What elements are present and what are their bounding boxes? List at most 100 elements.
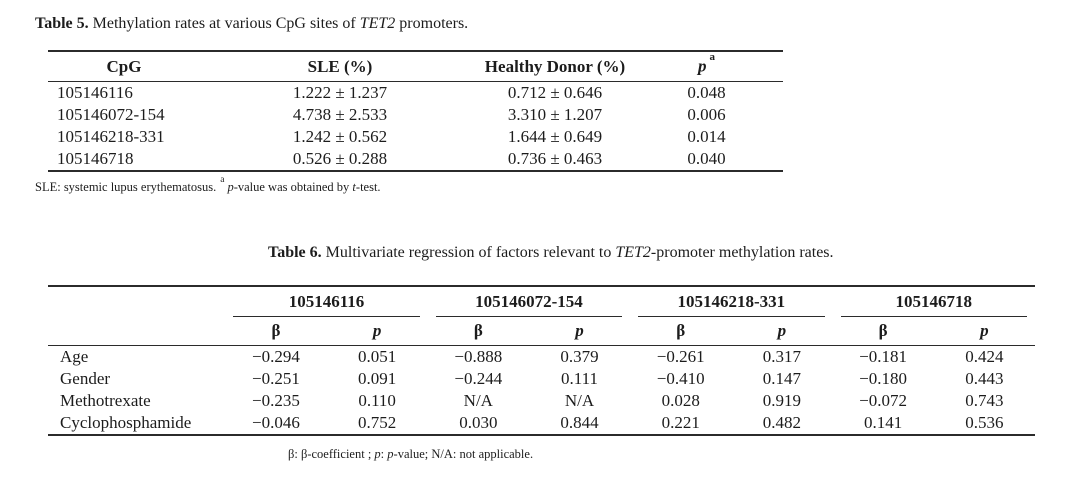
cell-p: 0.014 bbox=[687, 127, 726, 146]
cell-cpg: 105146072-154 bbox=[57, 105, 165, 124]
cell-p: 0.536 bbox=[965, 413, 1004, 432]
table5-caption: Table 5. Methylation rates at various Cp… bbox=[35, 13, 468, 34]
cell-p: 0.317 bbox=[762, 347, 802, 366]
table5-caption-text: Methylation rates at various CpG sites o… bbox=[88, 15, 360, 32]
cell-p: 0.379 bbox=[560, 347, 599, 366]
table6-caption-text: Multivariate regression of factors relev… bbox=[321, 244, 616, 261]
group-header-label: 105146718 bbox=[840, 292, 1027, 317]
p-symbol: p bbox=[575, 321, 584, 340]
cell-cpg: 105146218-331 bbox=[57, 127, 165, 146]
cell-p: 0.111 bbox=[561, 369, 598, 388]
cell-sle: 0.526 ± 0.288 bbox=[292, 149, 388, 168]
cell-p: 0.482 bbox=[762, 413, 802, 432]
cell-sle: 1.242 ± 0.562 bbox=[292, 127, 388, 146]
group-header-label: 105146116 bbox=[233, 292, 420, 317]
group-header: 105146718 bbox=[833, 286, 1036, 317]
group-header: 105146072-154 bbox=[428, 286, 630, 317]
cell-healthy: 3.310 ± 1.207 bbox=[507, 105, 603, 124]
cell-cpg: 105146116 bbox=[57, 83, 133, 102]
cell-p: 0.919 bbox=[762, 391, 802, 410]
cell-beta: 0.221 bbox=[661, 413, 700, 432]
footnote-text: -test. bbox=[355, 180, 381, 195]
cell-beta: −0.235 bbox=[252, 391, 300, 410]
cell-p: 0.110 bbox=[358, 391, 396, 410]
p-symbol: p bbox=[777, 321, 787, 340]
table6-row: Methotrexate −0.235 0.110 N/A N/A 0.028 … bbox=[48, 390, 1035, 412]
cell-p: 0.443 bbox=[965, 369, 1004, 388]
table5-row: 105146218-331 1.242 ± 0.562 1.644 ± 0.64… bbox=[48, 126, 783, 148]
cell-p: 0.743 bbox=[965, 391, 1004, 410]
cell-sle: 4.738 ± 2.533 bbox=[292, 105, 388, 124]
table5-row: 105146718 0.526 ± 0.288 0.736 ± 0.463 0.… bbox=[48, 148, 783, 171]
p-header: p bbox=[528, 317, 631, 346]
table5-row: 105146116 1.222 ± 1.237 0.712 ± 0.646 0.… bbox=[48, 82, 783, 105]
footnote-text: -value; N/A: not applicable. bbox=[393, 447, 534, 461]
cell-beta: −0.046 bbox=[252, 413, 300, 432]
group-header: 105146116 bbox=[225, 286, 427, 317]
table6-row: Gender −0.251 0.091 −0.244 0.111 −0.410 … bbox=[48, 368, 1035, 390]
table5-header-p-symbol: p bbox=[698, 56, 707, 76]
footnote-text: : bbox=[380, 447, 388, 461]
cell-sle: 1.222 ± 1.237 bbox=[292, 83, 388, 102]
cell-beta: −0.072 bbox=[859, 391, 908, 410]
p-header: p bbox=[326, 317, 428, 346]
table5-caption-label: Table 5. bbox=[35, 15, 89, 32]
cell-p: 0.844 bbox=[560, 413, 599, 432]
cell-p: 0.040 bbox=[687, 149, 726, 168]
cell-p: 0.147 bbox=[762, 369, 802, 388]
table5-row: 105146072-154 4.738 ± 2.533 3.310 ± 1.20… bbox=[48, 104, 783, 126]
cell-beta: 0.030 bbox=[459, 413, 498, 432]
table5-caption-gene: TET2 bbox=[359, 15, 396, 32]
footnote-p: p bbox=[227, 180, 234, 195]
corner-cell bbox=[48, 286, 225, 317]
table6-caption: Table 6. Multivariate regression of fact… bbox=[268, 242, 834, 263]
cell-beta: −0.261 bbox=[656, 347, 705, 366]
cell-cpg: 105146718 bbox=[57, 149, 134, 168]
table6-caption-gene: TET2 bbox=[615, 244, 651, 261]
table6-row: Age −0.294 0.051 −0.888 0.379 −0.261 0.3… bbox=[48, 346, 1035, 369]
cell-beta: N/A bbox=[463, 391, 493, 410]
footnote-sup-a: a bbox=[220, 175, 225, 185]
table5-footnote: SLE: systemic lupus erythematosus.ap-val… bbox=[35, 175, 381, 195]
beta-header: β bbox=[427, 317, 529, 346]
cell-p: 0.006 bbox=[687, 105, 726, 124]
cell-p: 0.424 bbox=[965, 347, 1004, 366]
cell-p: 0.051 bbox=[358, 347, 397, 366]
table6-caption-label: Table 6. bbox=[268, 244, 322, 261]
cell-beta: −0.410 bbox=[656, 369, 705, 388]
footnote-p: p bbox=[374, 447, 381, 461]
cell-beta: −0.251 bbox=[252, 369, 300, 388]
p-header: p bbox=[933, 317, 1035, 346]
cell-p: 0.752 bbox=[358, 413, 397, 432]
cell-p: 0.048 bbox=[687, 83, 726, 102]
group-header: 105146218-331 bbox=[630, 286, 832, 317]
cell-beta: −0.180 bbox=[859, 369, 908, 388]
table6-row: Cyclophosphamide −0.046 0.752 0.030 0.84… bbox=[48, 412, 1035, 435]
cell-healthy: 1.644 ± 0.649 bbox=[507, 127, 603, 146]
cell-healthy: 0.712 ± 0.646 bbox=[507, 83, 603, 102]
table6-footnote: β: β-coefficient ; p: p-value; N/A: not … bbox=[288, 446, 533, 462]
cell-beta: 0.141 bbox=[863, 413, 903, 432]
cell-p: N/A bbox=[564, 391, 595, 410]
cell-beta: −0.888 bbox=[454, 347, 503, 366]
footnote-text: SLE: systemic lupus erythematosus. bbox=[35, 180, 217, 195]
corner-cell bbox=[48, 317, 226, 346]
table5-caption-tail: promoters. bbox=[395, 15, 469, 32]
table6-group-header-row: 105146116 105146072-154 105146218-331 10… bbox=[48, 286, 1035, 317]
group-header-label: 105146072-154 bbox=[435, 292, 623, 317]
cell-p: 0.091 bbox=[358, 369, 397, 388]
cell-beta: −0.294 bbox=[252, 347, 300, 366]
table6: 105146116 105146072-154 105146218-331 10… bbox=[48, 285, 1035, 436]
table5-header-p-sup: a bbox=[709, 51, 716, 64]
cell-beta: 0.028 bbox=[661, 391, 700, 410]
table6-caption-tail: -promoter methylation rates. bbox=[650, 244, 834, 261]
footnote-p: p bbox=[387, 447, 394, 461]
p-header: p bbox=[731, 317, 833, 346]
table6-sub-header-row: β p β p β p β p bbox=[48, 317, 1035, 346]
row-label: Methotrexate bbox=[60, 391, 151, 410]
beta-header: β bbox=[630, 317, 732, 346]
